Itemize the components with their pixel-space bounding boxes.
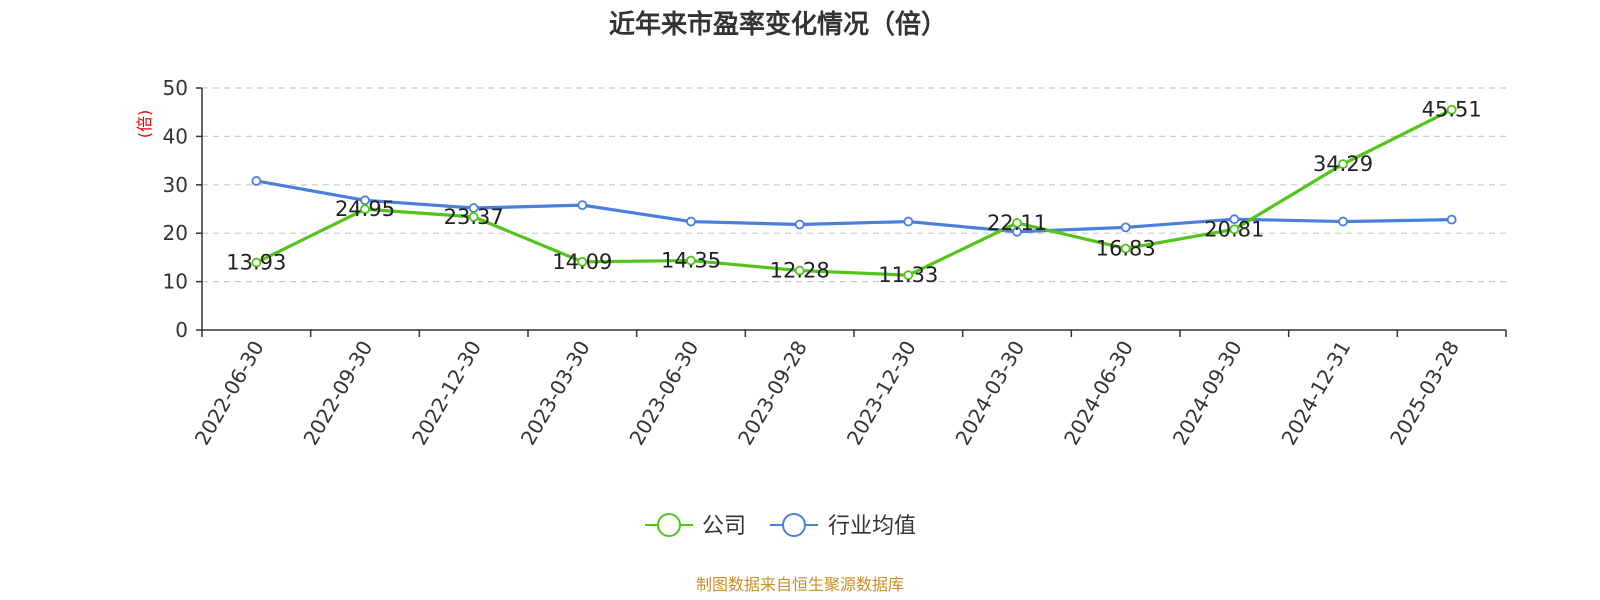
data-point xyxy=(1120,222,1131,233)
data-point xyxy=(794,265,805,276)
data-point xyxy=(1120,243,1131,254)
x-tick-label: 2025-03-28 xyxy=(1385,337,1464,450)
chart-title: 近年来市盈率变化情况（倍） xyxy=(609,9,947,40)
legend-label: 公司 xyxy=(702,514,746,539)
data-point xyxy=(1338,216,1348,227)
y-tick-label: 50 xyxy=(163,76,188,100)
x-tick-label: 2024-12-31 xyxy=(1276,337,1355,450)
data-labels: 13.93 24.95 23.37 14.09 14.35 12.28 11.33 22.11… xyxy=(226,98,1481,287)
y-tick-label: 0 xyxy=(175,318,188,342)
data-point xyxy=(360,204,370,215)
y-tick-label: 40 xyxy=(163,124,188,148)
data-point xyxy=(794,219,805,230)
data-label: 12.28 xyxy=(770,259,830,283)
data-point xyxy=(1012,218,1022,228)
data-point xyxy=(251,257,262,268)
x-tick-label: 2022-12-30 xyxy=(407,336,486,449)
axes: 0 10 20 30 40 50 2022-06-30 2022-09-30 2022-12-3… xyxy=(163,76,1507,450)
data-label: 45.51 xyxy=(1422,98,1482,122)
data-label: 14.09 xyxy=(552,250,612,274)
y-axis-label: (倍) xyxy=(135,110,154,139)
x-tick-label: 2022-06-30 xyxy=(190,337,269,450)
data-point xyxy=(360,195,370,206)
data-point xyxy=(468,211,479,222)
data-label: 34.29 xyxy=(1313,152,1373,176)
legend-marker xyxy=(657,513,681,537)
data-label: 11.33 xyxy=(878,263,938,287)
data-label: 14.35 xyxy=(661,249,721,273)
data-label: 13.93 xyxy=(226,251,286,275)
data-label: 22.11 xyxy=(987,211,1047,235)
data-label: 16.83 xyxy=(1096,237,1156,261)
y-tick-label: 30 xyxy=(163,173,188,197)
data-point xyxy=(577,200,588,211)
data-point xyxy=(1229,224,1240,235)
data-label: 20.81 xyxy=(1204,217,1264,241)
data-point xyxy=(686,255,696,266)
data-label: 23.37 xyxy=(444,205,504,229)
x-tick-label: 2023-09-28 xyxy=(733,337,812,450)
series-line-0 xyxy=(255,108,1453,277)
y-tick-label: 20 xyxy=(163,221,188,245)
data-point xyxy=(903,216,914,227)
x-tick-label: 2022-09-30 xyxy=(298,337,377,450)
x-tick-label: 2023-06-30 xyxy=(624,337,703,450)
x-tick-label: 2024-06-30 xyxy=(1059,337,1138,450)
source-note: 制图数据来自恒生聚源数据库 xyxy=(696,575,904,594)
x-tick-label: 2024-09-30 xyxy=(1168,337,1247,450)
legend: 公司 行业均值 xyxy=(645,513,916,539)
y-tick-label: 10 xyxy=(163,270,188,294)
data-label: 24.95 xyxy=(335,197,395,221)
data-point xyxy=(1229,214,1240,225)
data-point xyxy=(577,256,588,267)
x-tick-label: 2023-03-30 xyxy=(516,337,595,450)
series-layer xyxy=(251,104,1457,281)
data-point xyxy=(1446,214,1457,225)
data-point xyxy=(903,270,914,281)
legend-label: 行业均值 xyxy=(828,514,916,539)
grid-lines xyxy=(202,87,1506,283)
x-tick-label: 2024-03-30 xyxy=(950,337,1029,450)
data-point xyxy=(1338,159,1348,169)
x-tick-label: 2023-12-30 xyxy=(842,336,921,449)
data-point xyxy=(251,176,262,186)
data-point xyxy=(1446,104,1457,115)
data-point xyxy=(686,216,696,227)
legend-marker xyxy=(782,513,806,537)
